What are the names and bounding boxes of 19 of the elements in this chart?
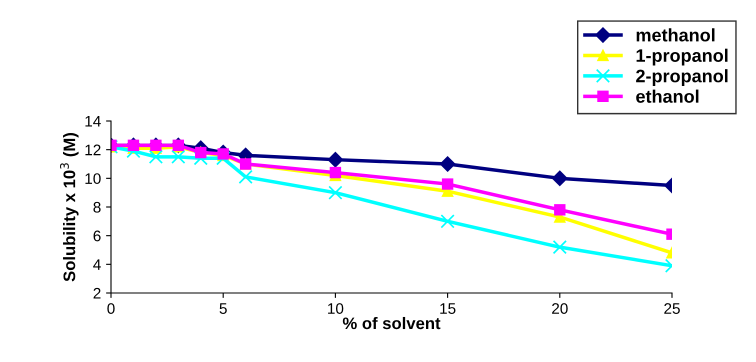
- legend-label: ethanol: [636, 90, 698, 103]
- y-tick-label: 10: [85, 173, 101, 184]
- y-tick-label: 14: [85, 116, 101, 127]
- y-tick-label: 6: [94, 230, 101, 242]
- x-tick-label: 15: [440, 303, 456, 314]
- x-tick-label: 5: [220, 303, 227, 314]
- x-axis-title: % of solvent: [342, 316, 440, 330]
- y-tick-label: 4: [93, 259, 101, 270]
- legend-label: methanol: [636, 28, 714, 42]
- x-tick-label: 10: [328, 303, 344, 314]
- y-tick-label: 8: [93, 202, 101, 213]
- x-tick-label: 20: [552, 303, 568, 314]
- y-tick-label: 2: [94, 288, 101, 299]
- x-tick-label: 25: [664, 303, 680, 314]
- x-tick-label: 0: [107, 303, 115, 314]
- y-axis-title: Solubility x 10$^{3}$ (M): [60, 133, 79, 282]
- legend-label: 2-propanol: [636, 69, 728, 86]
- legend-label: 1-propanol: [636, 48, 728, 66]
- y-tick-label: 12: [85, 144, 101, 156]
